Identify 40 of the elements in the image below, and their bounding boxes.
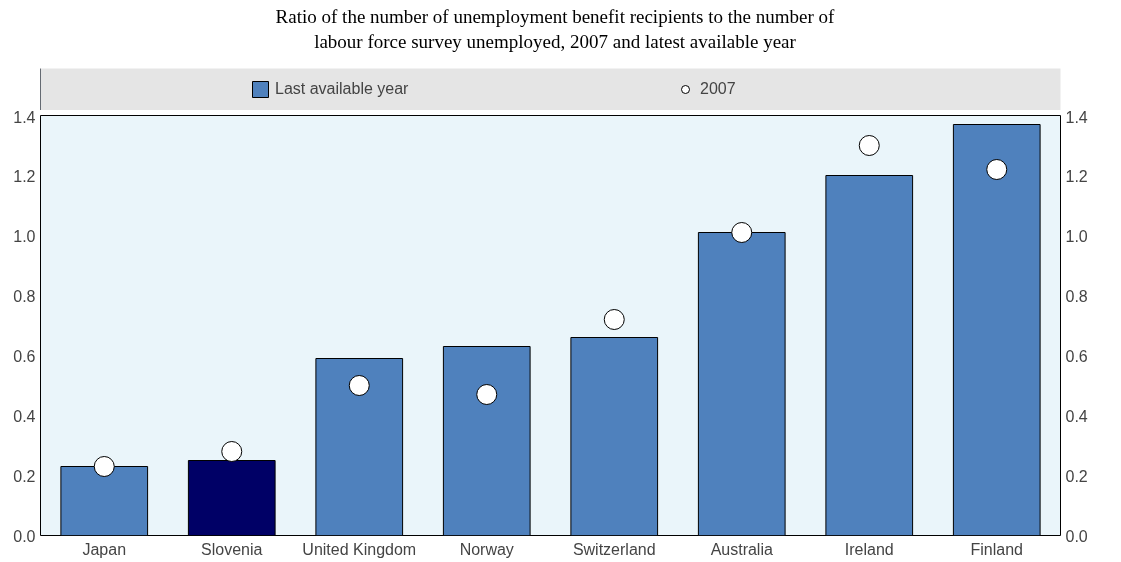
y-tick-label: 0.6 [13, 347, 36, 365]
bar [570, 337, 659, 536]
y-tick-label: 0.2 [13, 467, 36, 485]
point [348, 375, 370, 396]
y2-tick-label: 1.4 [1065, 108, 1088, 126]
y-tick-label: 1.2 [13, 167, 36, 185]
x-tick-label: Norway [459, 540, 514, 558]
point [986, 159, 1008, 180]
x-tick-label: Ireland [844, 540, 894, 558]
y2-tick-label: 0.6 [1065, 347, 1088, 365]
point [603, 309, 625, 330]
x-tick-label: Finland [970, 540, 1023, 558]
point [476, 384, 498, 405]
y-tick-label: 1.0 [13, 227, 36, 245]
y2-tick-label: 0.8 [1065, 287, 1088, 305]
y-tick-label: 0.4 [13, 407, 36, 425]
y2-tick-label: 1.2 [1065, 167, 1088, 185]
bar [315, 358, 404, 536]
bar [442, 346, 531, 536]
x-tick-label: Switzerland [572, 540, 656, 558]
y2-tick-label: 0.0 [1065, 527, 1088, 545]
x-tick-label: Australia [710, 540, 773, 558]
legend-label: 2007 [700, 80, 737, 98]
x-tick-label: Japan [82, 540, 127, 558]
x-tick-label: United Kingdom [302, 540, 417, 558]
y2-tick-label: 0.4 [1065, 407, 1088, 425]
legend-label: Last available year [275, 80, 410, 98]
bar [952, 124, 1041, 536]
chart-title: Ratio of the number of unemployment benefit recipients to the number of labour force survey unemployed, 2007 and latest available year [274, 5, 836, 54]
y2-tick-label: 0.2 [1065, 467, 1088, 485]
point [731, 222, 753, 243]
y-tick-label: 0.0 [13, 527, 36, 545]
point [221, 441, 243, 462]
y-tick-label: 1.4 [13, 108, 36, 126]
y-tick-label: 0.8 [13, 287, 36, 305]
point [858, 135, 880, 156]
x-tick-label: Slovenia [201, 540, 263, 558]
point [93, 456, 115, 477]
bar [825, 175, 914, 536]
y2-tick-label: 1.0 [1065, 227, 1088, 245]
